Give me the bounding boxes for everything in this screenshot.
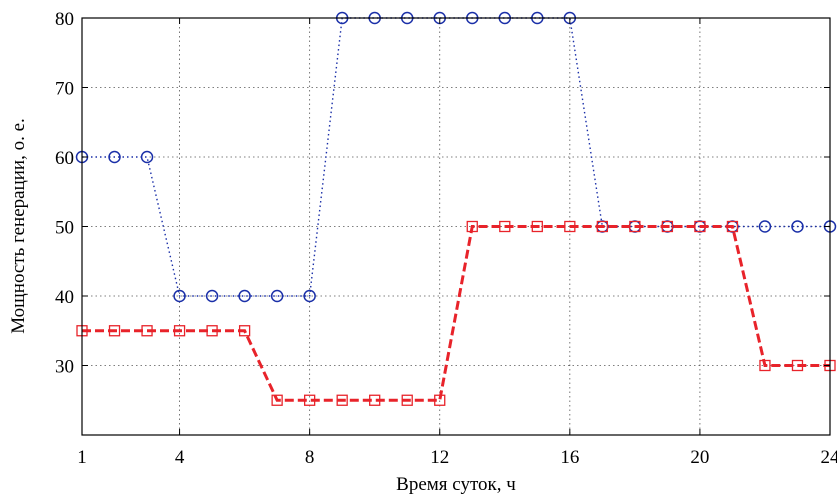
x-tick-label: 24 (821, 447, 837, 468)
x-tick-label: 1 (77, 447, 87, 468)
data-point (140, 150, 154, 164)
data-point (564, 220, 576, 233)
data-point (758, 220, 772, 233)
data-point (271, 394, 283, 406)
data-point (531, 220, 543, 233)
data-point (108, 150, 121, 164)
x-axis-title: Время суток, ч (396, 474, 516, 495)
data-point (726, 220, 739, 233)
x-tick-label: 16 (560, 447, 579, 468)
data-point (401, 394, 413, 406)
y-tick-label: 70 (55, 79, 74, 100)
data-point (629, 220, 641, 233)
data-point (108, 325, 121, 337)
y-tick-label: 80 (55, 9, 74, 30)
data-point (596, 220, 608, 233)
data-point (466, 220, 478, 233)
y-axis-title: Мощность генерации, о. е. (8, 118, 29, 334)
x-tick-label: 8 (305, 447, 315, 468)
data-point (434, 394, 446, 406)
y-tick-label: 30 (55, 357, 74, 378)
data-point (206, 325, 218, 337)
x-tick-label: 4 (175, 447, 185, 468)
data-point (369, 394, 381, 406)
data-point (303, 289, 316, 303)
series-layer (75, 11, 837, 406)
data-point (238, 289, 251, 303)
data-point (694, 220, 706, 233)
axis-ticks: 1 4 8 12 16 20 24 30 40 50 60 70 80 (55, 9, 837, 468)
data-point (173, 325, 186, 337)
data-point (661, 220, 674, 233)
data-point (173, 289, 186, 303)
y-tick-label: 60 (55, 148, 74, 169)
data-point (205, 289, 219, 303)
x-tick-label: 20 (690, 447, 709, 468)
data-point (791, 220, 804, 233)
data-point (759, 359, 771, 372)
y-tick-label: 50 (55, 218, 74, 239)
data-point (270, 289, 284, 303)
data-point (304, 394, 316, 406)
data-point (336, 394, 348, 406)
data-point (791, 359, 804, 372)
data-point (238, 325, 251, 337)
data-point (499, 220, 511, 233)
x-tick-label: 12 (430, 447, 449, 468)
data-point (141, 325, 153, 337)
y-tick-label: 40 (55, 287, 74, 308)
